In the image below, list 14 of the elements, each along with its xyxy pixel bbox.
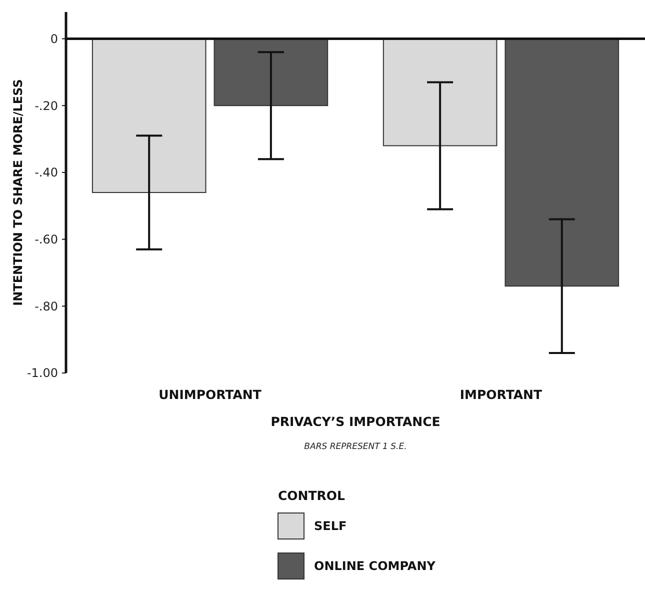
y-axis-title: INTENTION TO SHARE MORE/LESS — [11, 79, 25, 306]
y-tick-label: -.40 — [34, 166, 58, 180]
legend-title: CONTROL — [278, 488, 346, 503]
y-tick-label: -.80 — [34, 299, 58, 314]
x-tick-label: IMPORTANT — [460, 387, 543, 402]
y-tick-label: 0 — [50, 32, 58, 46]
legend-label: ONLINE COMPANY — [314, 559, 436, 574]
x-tick-label: UNIMPORTANT — [158, 387, 262, 402]
y-tick-label: -.20 — [34, 98, 58, 113]
legend-label: SELF — [314, 519, 347, 534]
y-tick-label: -1.00 — [26, 366, 58, 380]
text: BARS REPRESENT 1 S.E. — [304, 442, 407, 452]
x-axis-title: PRIVACY’S IMPORTANCE — [270, 414, 440, 429]
y-tick-label: -.60 — [34, 232, 58, 246]
